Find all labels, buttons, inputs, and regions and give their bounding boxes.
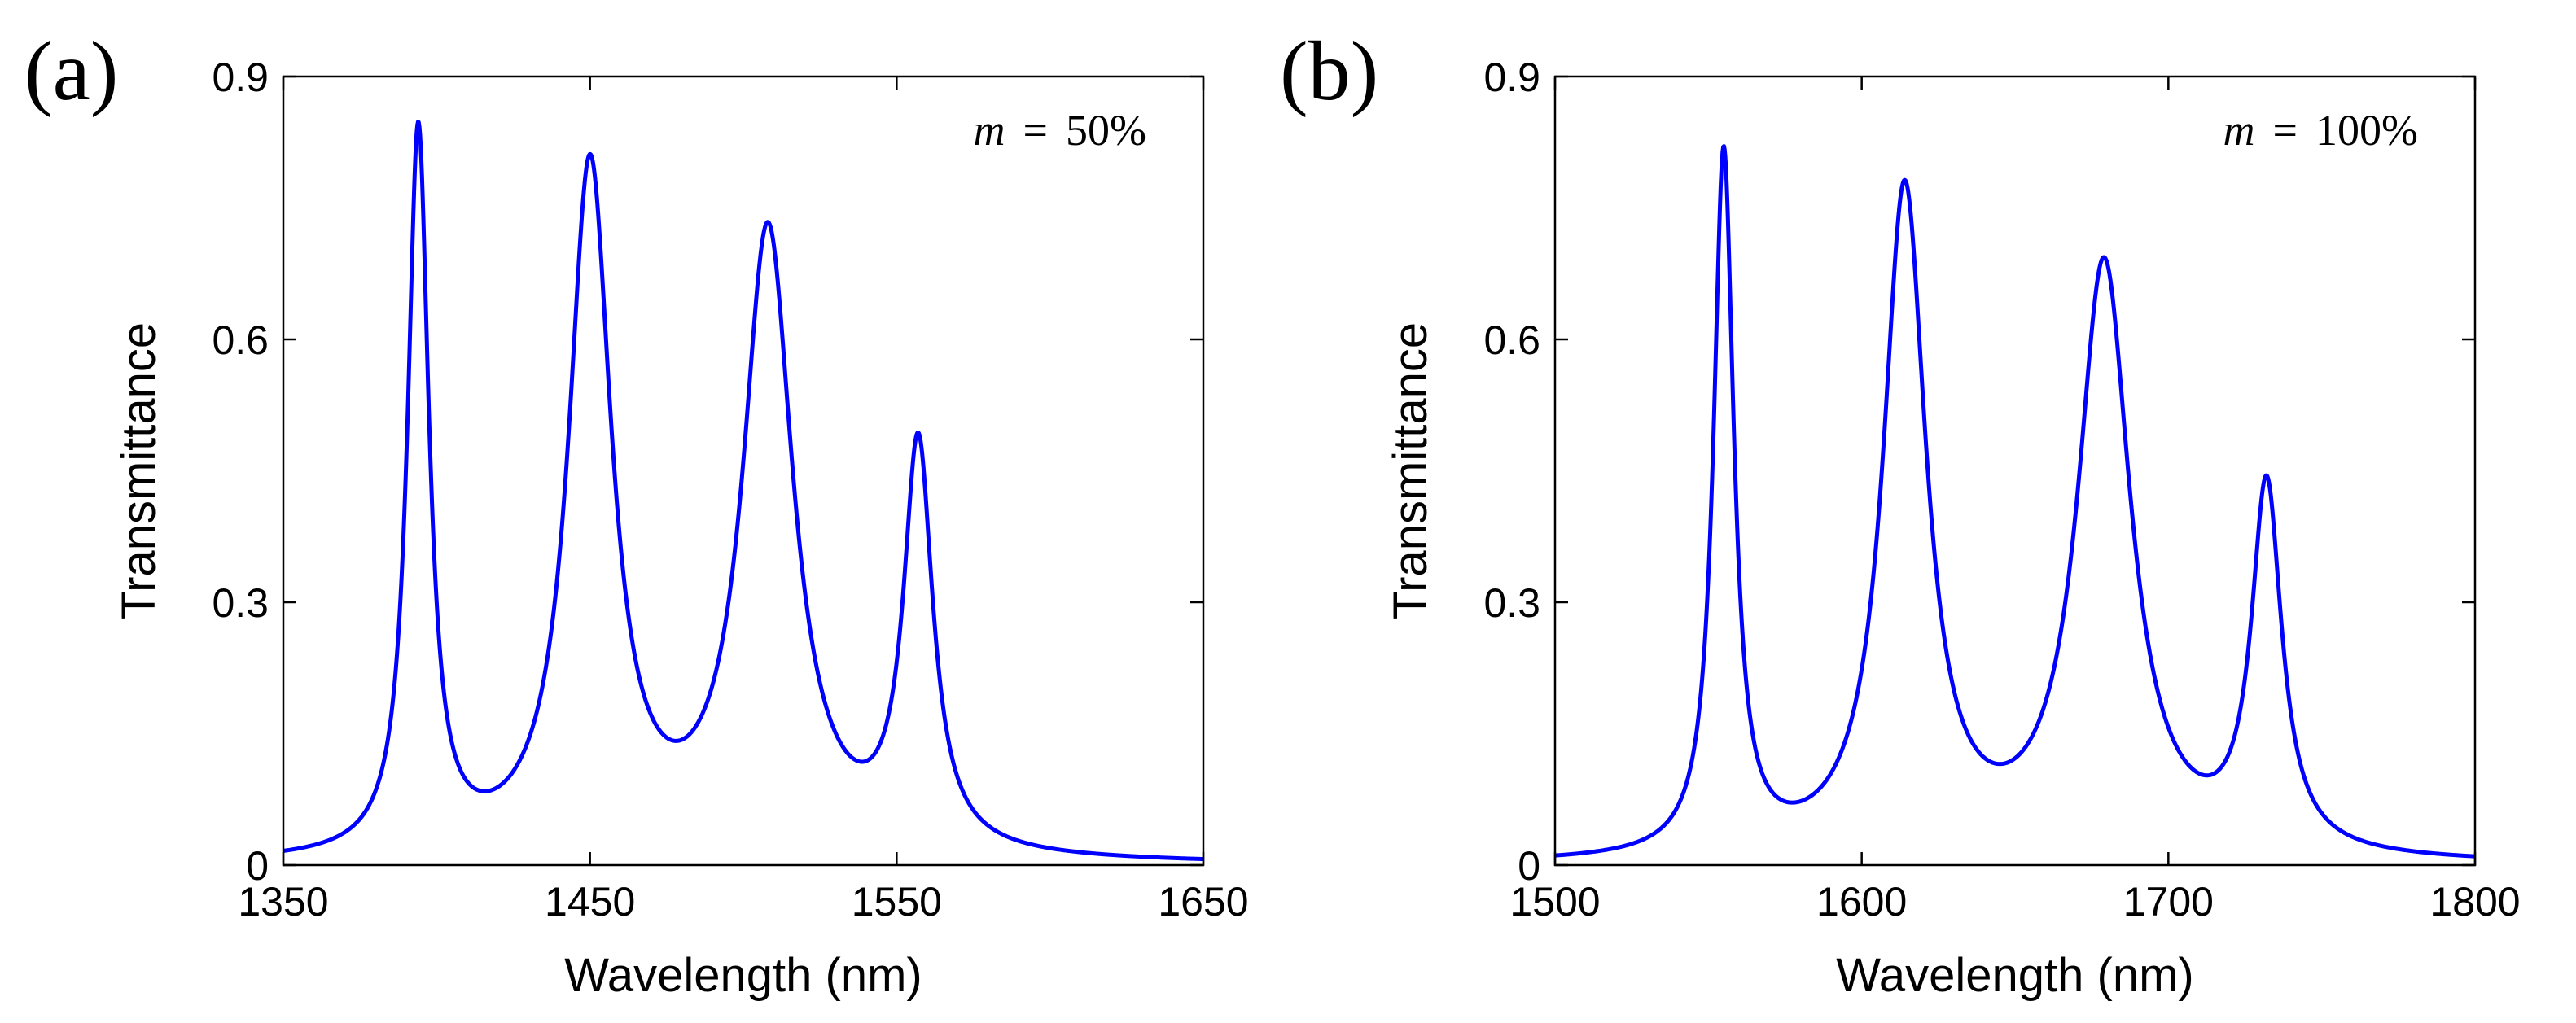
y-tick-label: 0	[1518, 843, 1540, 889]
y-axis-label: Transmittance	[1384, 322, 1437, 619]
y-tick-label: 0.9	[1483, 55, 1540, 100]
y-tick-label: 0.6	[212, 317, 269, 363]
annotation-parameter: m = 50%	[974, 106, 1146, 155]
y-axis-label: Transmittance	[112, 322, 165, 619]
x-tick-label: 1550	[852, 879, 942, 925]
panel-label: (a)	[24, 24, 118, 118]
x-axis-label: Wavelength (nm)	[1836, 949, 2193, 1002]
annotation-relation: =	[2273, 106, 2298, 155]
x-tick-label: 1650	[1158, 879, 1248, 925]
y-tick-label: 0.6	[1483, 317, 1540, 363]
series-line-transmittance	[282, 120, 1205, 862]
chart-panel-b: 1500 1600 1700 1800 0 0.3 0.6 0.9 Wavelength (nm…	[1280, 24, 2521, 1002]
y-tick-label: 0.3	[212, 580, 269, 626]
x-axis-label: Wavelength (nm)	[564, 949, 922, 1002]
series-line-transmittance	[1553, 144, 2477, 859]
annotation-relation: =	[1023, 106, 1048, 155]
plot-frame	[282, 75, 1205, 867]
annotation-variable: m	[974, 106, 1005, 155]
chart-panel-a: 1350 1450 1550 1650 0 0.3 0.6 0.9 Wavelength (nm…	[24, 24, 1249, 1002]
plot-frame	[1553, 75, 2477, 867]
annotation-value: 100%	[2315, 106, 2418, 155]
annotation-parameter: m = 100%	[2223, 106, 2418, 155]
x-tick-label: 1350	[238, 879, 328, 925]
annotation-value: 50%	[1066, 106, 1146, 155]
x-tick-label: 1450	[545, 879, 635, 925]
x-tick-label: 1700	[2123, 879, 2214, 925]
x-tick-label: 1500	[1509, 879, 1600, 925]
x-tick-label: 1600	[1816, 879, 1907, 925]
y-tick-label: 0.3	[1483, 580, 1540, 626]
y-tick-label: 0.9	[212, 55, 269, 100]
panel-label: (b)	[1280, 24, 1378, 118]
y-tick-label: 0	[246, 843, 269, 889]
x-tick-label: 1800	[2429, 879, 2520, 925]
annotation-variable: m	[2223, 106, 2255, 155]
